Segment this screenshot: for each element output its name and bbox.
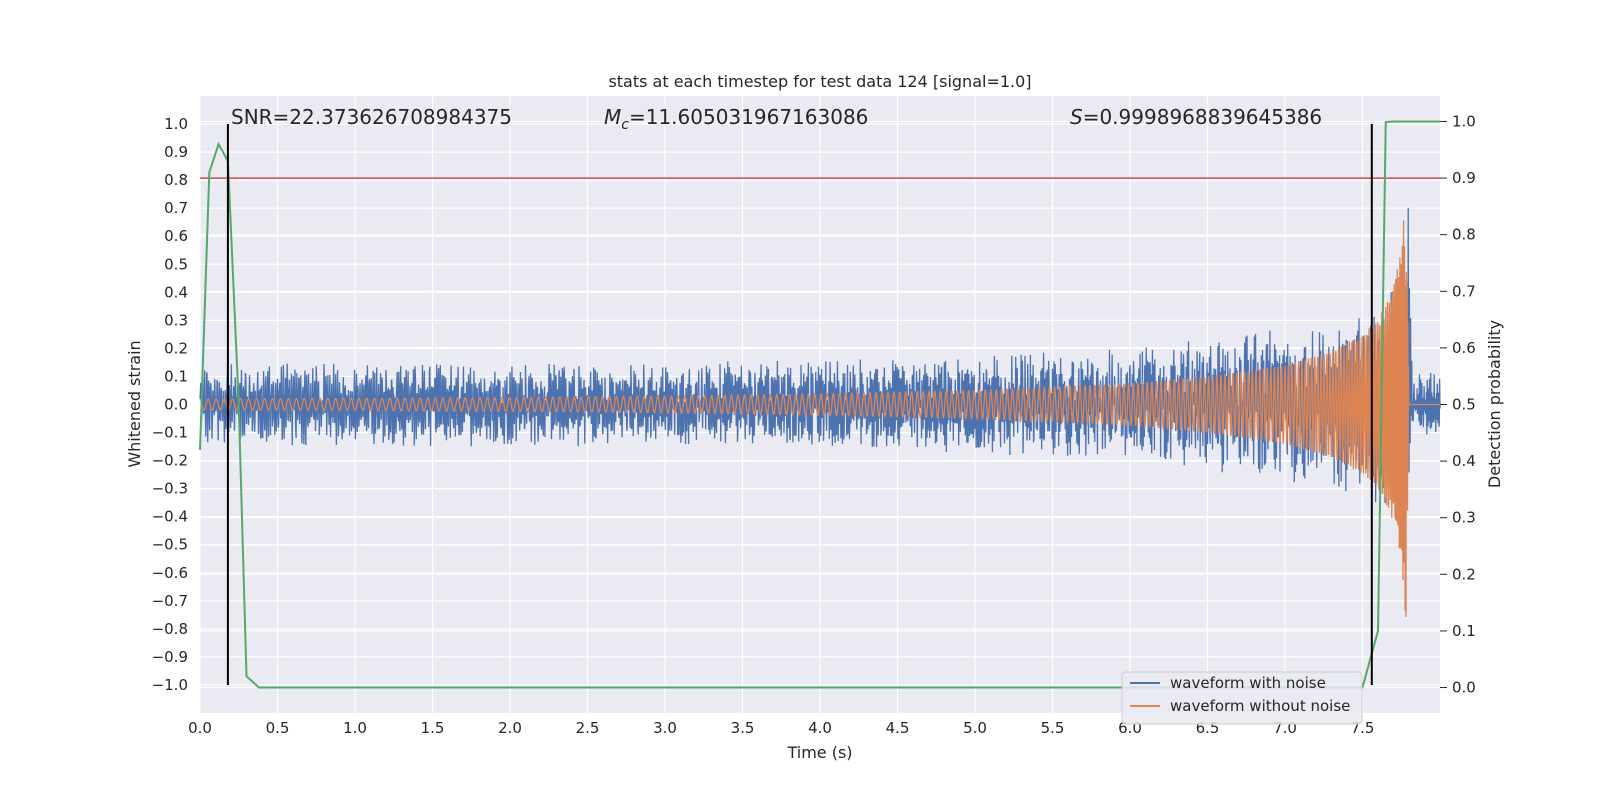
y-tick-label: 0.2	[164, 339, 188, 357]
y-tick-label: 0.9	[164, 143, 188, 161]
x-tick-label: 0.5	[266, 719, 290, 737]
series-detection-probability	[199, 120, 1440, 689]
x-tick-label: 2.5	[576, 719, 600, 737]
chirp-mass-subscript: c	[621, 117, 629, 133]
chirp-mass-symbol: M	[604, 105, 621, 129]
y2-tick-label: 0.1	[1452, 622, 1476, 640]
y2-tick-label: 0.9	[1452, 169, 1476, 187]
x-axis-label: Time (s)	[786, 743, 852, 762]
y2-tick-label: 0.7	[1452, 282, 1476, 300]
legend-label-clean: waveform without noise	[1170, 697, 1350, 715]
x-tick-label: 2.0	[498, 719, 522, 737]
y-tick-label: −0.6	[152, 564, 188, 582]
y2-tick-label: 0.2	[1452, 565, 1476, 583]
y-tick-label: −0.4	[152, 508, 188, 526]
x-tick-label: 1.5	[421, 719, 445, 737]
chirp-mass-value: =11.605031967163086	[629, 105, 868, 129]
snr-annotation: SNR=22.373626708984375	[231, 105, 512, 129]
s-annotation: S=0.9998968839645386	[1070, 105, 1322, 129]
s-value: =0.9998968839645386	[1083, 105, 1322, 129]
y-tick-label: −0.2	[152, 452, 188, 470]
chirp-mass-annotation: Mc=11.605031967163086	[604, 105, 868, 133]
y2-tick-label: 0.4	[1452, 452, 1476, 470]
y-axis-label: Whitened strain	[125, 340, 144, 467]
x-tick-label: 1.0	[343, 719, 367, 737]
x-tick-label: 4.5	[886, 719, 910, 737]
x-tick-label: 5.5	[1041, 719, 1065, 737]
legend-box	[1121, 671, 1363, 725]
y2-tick-label: 0.3	[1452, 509, 1476, 527]
y2-tick-label: 0.0	[1452, 679, 1476, 697]
y-tick-label: −0.9	[152, 648, 188, 666]
y2-tick-label: 0.5	[1452, 396, 1476, 414]
y-tick-label: 0.4	[164, 283, 188, 301]
y-tick-label: 0.5	[164, 255, 188, 273]
x-tick-label: 5.0	[963, 719, 987, 737]
ticks: 0.0 0.5 1.0 1.5 2.0 2.5 3.0 3.5 4.0 4.5 5.0 5.5 6.0 6…	[152, 112, 1476, 737]
y-tick-label: −0.1	[152, 424, 188, 442]
y-tick-label: −0.8	[152, 620, 188, 638]
series-layer	[199, 120, 1441, 689]
legend: waveform with noise waveform without noi…	[1121, 671, 1363, 725]
y-tick-label: 0.0	[164, 396, 188, 414]
y2-axis-label: Detection probability	[1485, 320, 1504, 488]
y-tick-label: 0.3	[164, 311, 188, 329]
y2-tick-label: 0.8	[1452, 226, 1476, 244]
y-tick-label: −1.0	[152, 676, 188, 694]
y-tick-label: 0.7	[164, 199, 188, 217]
y-tick-label: −0.3	[152, 480, 188, 498]
y-tick-label: 0.6	[164, 227, 188, 245]
y-tick-label: 1.0	[164, 115, 188, 133]
legend-label-noise: waveform with noise	[1170, 674, 1326, 692]
series-waveform-with-noise	[199, 207, 1441, 523]
y2-tick-label: 1.0	[1452, 112, 1476, 130]
series-waveform-without-noise	[199, 220, 1440, 618]
x-tick-label: 3.5	[731, 719, 755, 737]
x-tick-label: 4.0	[808, 719, 832, 737]
x-tick-label: 0.0	[188, 719, 212, 737]
y-tick-label: −0.7	[152, 592, 188, 610]
y2-tick-label: 0.6	[1452, 339, 1476, 357]
s-symbol: S	[1070, 105, 1083, 129]
y-tick-label: −0.5	[152, 536, 188, 554]
y-tick-label: 0.8	[164, 171, 188, 189]
x-tick-label: 3.0	[653, 719, 677, 737]
y-tick-label: 0.1	[164, 367, 188, 385]
chart-title: stats at each timestep for test data 124…	[608, 72, 1031, 91]
